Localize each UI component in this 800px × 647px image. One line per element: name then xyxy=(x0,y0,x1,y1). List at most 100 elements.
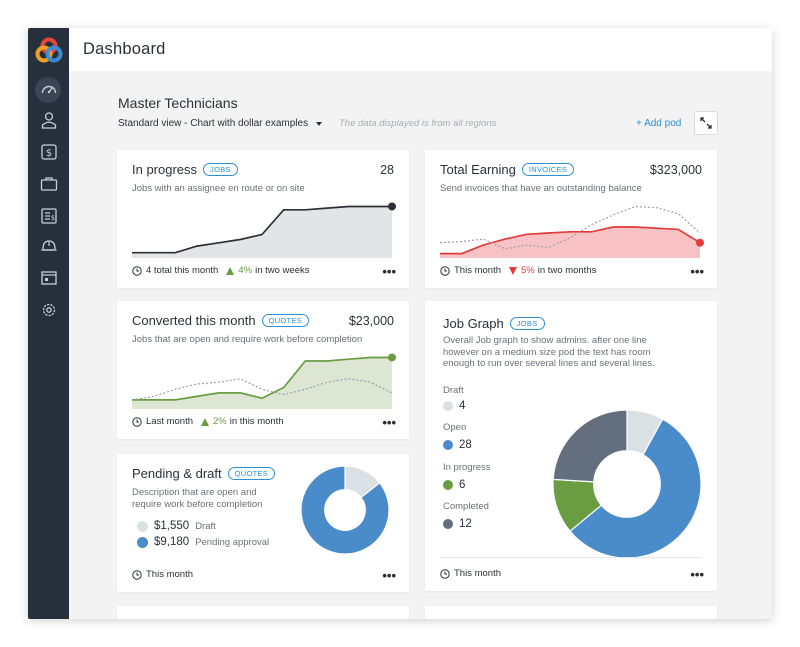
clock-icon xyxy=(440,265,450,276)
expand-icon xyxy=(700,117,712,129)
nav-jobs[interactable] xyxy=(28,170,69,198)
converted-area-chart xyxy=(132,353,396,409)
line-series-1 xyxy=(440,226,701,255)
card-in-progress: In progress JOBS 28 Jobs with an assigne… xyxy=(117,150,409,288)
clock-icon xyxy=(132,569,142,580)
expand-button[interactable] xyxy=(694,111,718,135)
more-options-button[interactable]: ••• xyxy=(382,568,396,583)
card-value: $323,000 xyxy=(649,163,702,177)
legend-label: Pending approval xyxy=(195,536,270,548)
top-bar: Dashboard xyxy=(69,28,772,71)
description-line: however on a medium size pod the text ha… xyxy=(443,346,651,358)
category-badge[interactable]: INVOICES xyxy=(521,163,575,176)
card-description: Jobs with an assignee en route or on sit… xyxy=(132,183,305,194)
line-series-1 xyxy=(132,356,392,401)
category-badge[interactable]: QUOTES xyxy=(227,467,276,480)
card-partial xyxy=(425,606,717,619)
legend-value: 4 xyxy=(459,400,466,412)
add-pod-link[interactable]: + Add pod xyxy=(636,118,682,129)
clock-icon xyxy=(132,416,142,427)
legend-value-in-progress: 6 xyxy=(443,479,465,491)
view-dropdown[interactable]: Standard view - Chart with dollar exampl… xyxy=(118,118,323,129)
footer-period: This month xyxy=(454,265,501,276)
card-footer: This month xyxy=(440,568,501,579)
card-title: In progress xyxy=(132,162,198,177)
nav-invoices[interactable]: $ xyxy=(28,138,69,166)
more-options-button[interactable]: ••• xyxy=(382,415,396,430)
legend-label: In progress xyxy=(443,462,491,473)
footer-tail: in two months xyxy=(537,265,597,276)
svg-text:$: $ xyxy=(45,148,51,159)
building-icon xyxy=(40,271,57,285)
footer-period: This month xyxy=(146,569,193,580)
end-point-marker xyxy=(696,238,704,247)
nav-locations[interactable] xyxy=(28,263,69,291)
nav-safety[interactable] xyxy=(28,232,69,260)
line-series-2 xyxy=(132,378,393,401)
app-logo[interactable] xyxy=(35,36,63,64)
legend-label: Draft xyxy=(443,385,464,396)
description-line: Overall Job graph to show admins. after … xyxy=(443,335,647,346)
description-line: Description that are open and xyxy=(132,487,257,498)
nav-settings[interactable] xyxy=(28,296,69,324)
footer-period: Last month xyxy=(146,416,193,427)
receipt-icon: $ xyxy=(40,208,57,224)
legend-swatch xyxy=(137,520,148,532)
clock-icon xyxy=(440,568,450,579)
nav-receipts[interactable]: $ xyxy=(28,202,69,230)
svg-text:$: $ xyxy=(50,214,54,222)
legend-item-draft: $1,550 Draft xyxy=(137,520,216,532)
nav-dashboard[interactable] xyxy=(28,76,69,104)
legend-value: 12 xyxy=(459,518,472,530)
legend-value-completed: 12 xyxy=(443,518,472,530)
area-fill-series-1 xyxy=(132,357,392,409)
card-footer: This month 5% in two months xyxy=(440,265,596,276)
legend-item-pending-approval: $9,180 Pending approval xyxy=(137,536,269,548)
card-converted: Converted this month QUOTES $23,000 Jobs… xyxy=(117,301,409,439)
more-options-button[interactable]: ••• xyxy=(690,567,704,582)
card-title: Total Earning xyxy=(440,162,516,177)
description-line: enough to run over several lines and sev… xyxy=(443,358,655,369)
legend-value-open: 28 xyxy=(443,439,472,451)
legend-label: Draft xyxy=(195,520,216,532)
legend-value: 6 xyxy=(459,479,466,491)
category-badge[interactable]: JOBS xyxy=(203,163,238,176)
area-fill-series-1 xyxy=(440,227,700,258)
footer-tail: in this month xyxy=(229,416,284,427)
donut-slice-pending-approval xyxy=(300,465,390,555)
legend-amount: $1,550 xyxy=(154,520,190,532)
donut-slice-completed xyxy=(552,409,628,483)
description-line: require work before completion xyxy=(132,498,263,510)
footer-count: 4 total this month xyxy=(146,265,219,276)
trend-percent: 4% xyxy=(238,265,253,276)
card-footer: Last month 2% in this month xyxy=(132,416,284,427)
card-description: Description that are open and require wo… xyxy=(132,487,262,510)
trend-up-icon xyxy=(226,266,235,275)
more-options-button[interactable]: ••• xyxy=(382,264,396,279)
pending-donut-chart xyxy=(300,465,390,555)
divider xyxy=(440,557,702,558)
view-dropdown-label: Standard view - Chart with dollar exampl… xyxy=(118,118,309,129)
line-series-2 xyxy=(440,205,701,250)
category-badge[interactable]: QUOTES xyxy=(261,314,310,327)
legend-label: Completed xyxy=(443,501,489,512)
job-graph-donut-chart xyxy=(552,409,702,559)
card-value: $23,000 xyxy=(348,314,394,328)
legend-swatch xyxy=(443,519,453,529)
trend-down-icon xyxy=(509,266,517,275)
briefcase-icon xyxy=(40,177,57,191)
legend-amount: $9,180 xyxy=(154,536,190,548)
card-description: Jobs that are open and require work befo… xyxy=(132,334,363,345)
technician-icon xyxy=(41,112,56,129)
speedometer-icon xyxy=(41,85,56,94)
card-footer: 4 total this month 4% in two weeks xyxy=(132,265,309,276)
earning-area-chart xyxy=(440,205,704,258)
card-description: Send invoices that have an outstanding b… xyxy=(440,183,642,194)
more-options-button[interactable]: ••• xyxy=(690,264,704,279)
trend-up-icon xyxy=(201,417,209,426)
nav-technicians[interactable] xyxy=(28,106,69,134)
sidebar: $ $ xyxy=(28,28,69,619)
category-badge[interactable]: JOBS xyxy=(509,317,545,330)
card-title: Pending & draft xyxy=(132,466,222,481)
hard-hat-icon xyxy=(41,240,56,251)
